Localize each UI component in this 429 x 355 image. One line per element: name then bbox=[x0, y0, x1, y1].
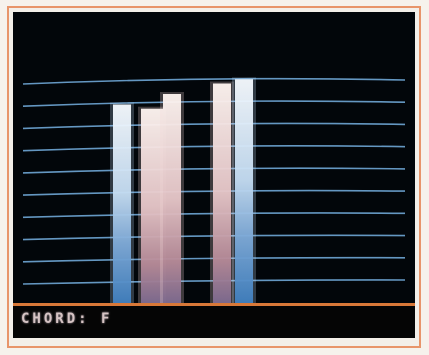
note-visualizer bbox=[22, 77, 406, 304]
note-bar-4 bbox=[210, 81, 234, 304]
note-bar-4-body bbox=[213, 83, 231, 304]
note-bar-2-body bbox=[141, 108, 163, 304]
chord-value: F bbox=[101, 311, 113, 327]
note-bar-2 bbox=[138, 106, 166, 304]
visualizer-screen: CHORD: F bbox=[13, 12, 415, 338]
status-bar: CHORD: F bbox=[13, 303, 415, 338]
chord-readout: CHORD: F bbox=[21, 311, 112, 327]
note-bar-5 bbox=[232, 77, 256, 304]
staff-line bbox=[22, 77, 406, 85]
note-bar-1 bbox=[110, 102, 134, 304]
note-bar-3 bbox=[160, 92, 184, 304]
note-bar-1-body bbox=[113, 104, 131, 304]
note-bars bbox=[110, 77, 256, 304]
note-bar-3-body bbox=[163, 94, 181, 304]
note-bar-5-body bbox=[235, 79, 253, 304]
chord-label: CHORD: bbox=[21, 311, 90, 327]
